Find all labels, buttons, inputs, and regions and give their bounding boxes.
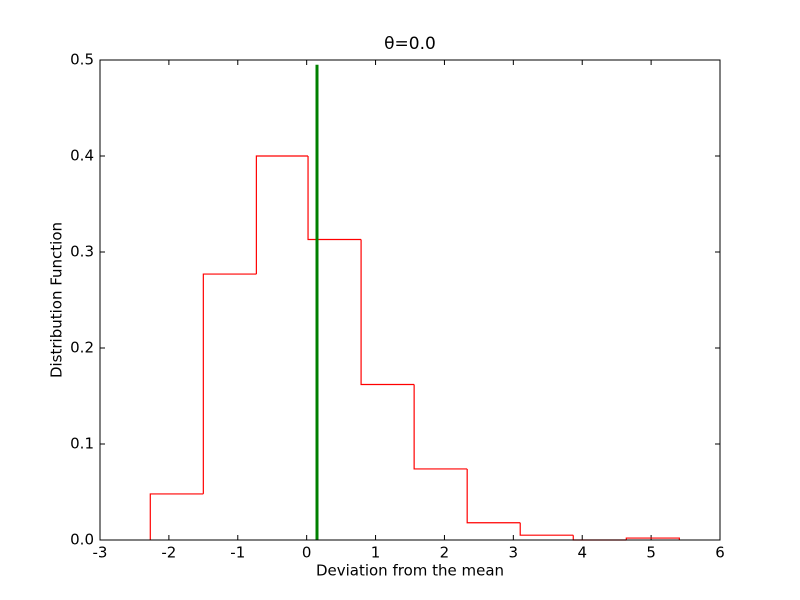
y-tick-label: 0.5 — [70, 51, 94, 69]
histogram-step — [519, 522, 574, 536]
histogram-step — [307, 156, 362, 241]
histogram-step — [625, 537, 680, 540]
x-tick-label: 6 — [715, 544, 725, 562]
y-tick-label: 0.1 — [70, 435, 94, 453]
y-tick-label: 0.0 — [70, 531, 94, 549]
x-tick-label: 3 — [509, 544, 519, 562]
x-tick-label: -3 — [93, 544, 108, 562]
x-tick-label: 2 — [440, 544, 450, 562]
x-tick-label: 0 — [302, 544, 312, 562]
histogram-step — [466, 468, 521, 524]
histogram-step — [360, 239, 415, 386]
x-tick-label: 5 — [646, 544, 656, 562]
y-tick-label: 0.2 — [70, 339, 94, 357]
x-tick-label: 1 — [371, 544, 381, 562]
histogram-step — [149, 493, 204, 540]
x-tick-label: -1 — [230, 544, 245, 562]
histogram-step — [202, 273, 257, 494]
y-axis-label: Distribution Function — [48, 222, 66, 378]
y-tick-label: 0.4 — [70, 147, 94, 165]
histogram-step — [255, 155, 309, 275]
y-tick-label: 0.3 — [70, 243, 94, 261]
x-axis-label: Deviation from the mean — [316, 562, 504, 580]
x-tick-label: 4 — [577, 544, 587, 562]
x-tick-label: -2 — [161, 544, 176, 562]
chart-title: θ=0.0 — [384, 34, 436, 54]
plot-frame — [99, 59, 721, 541]
histogram-step — [413, 384, 468, 470]
